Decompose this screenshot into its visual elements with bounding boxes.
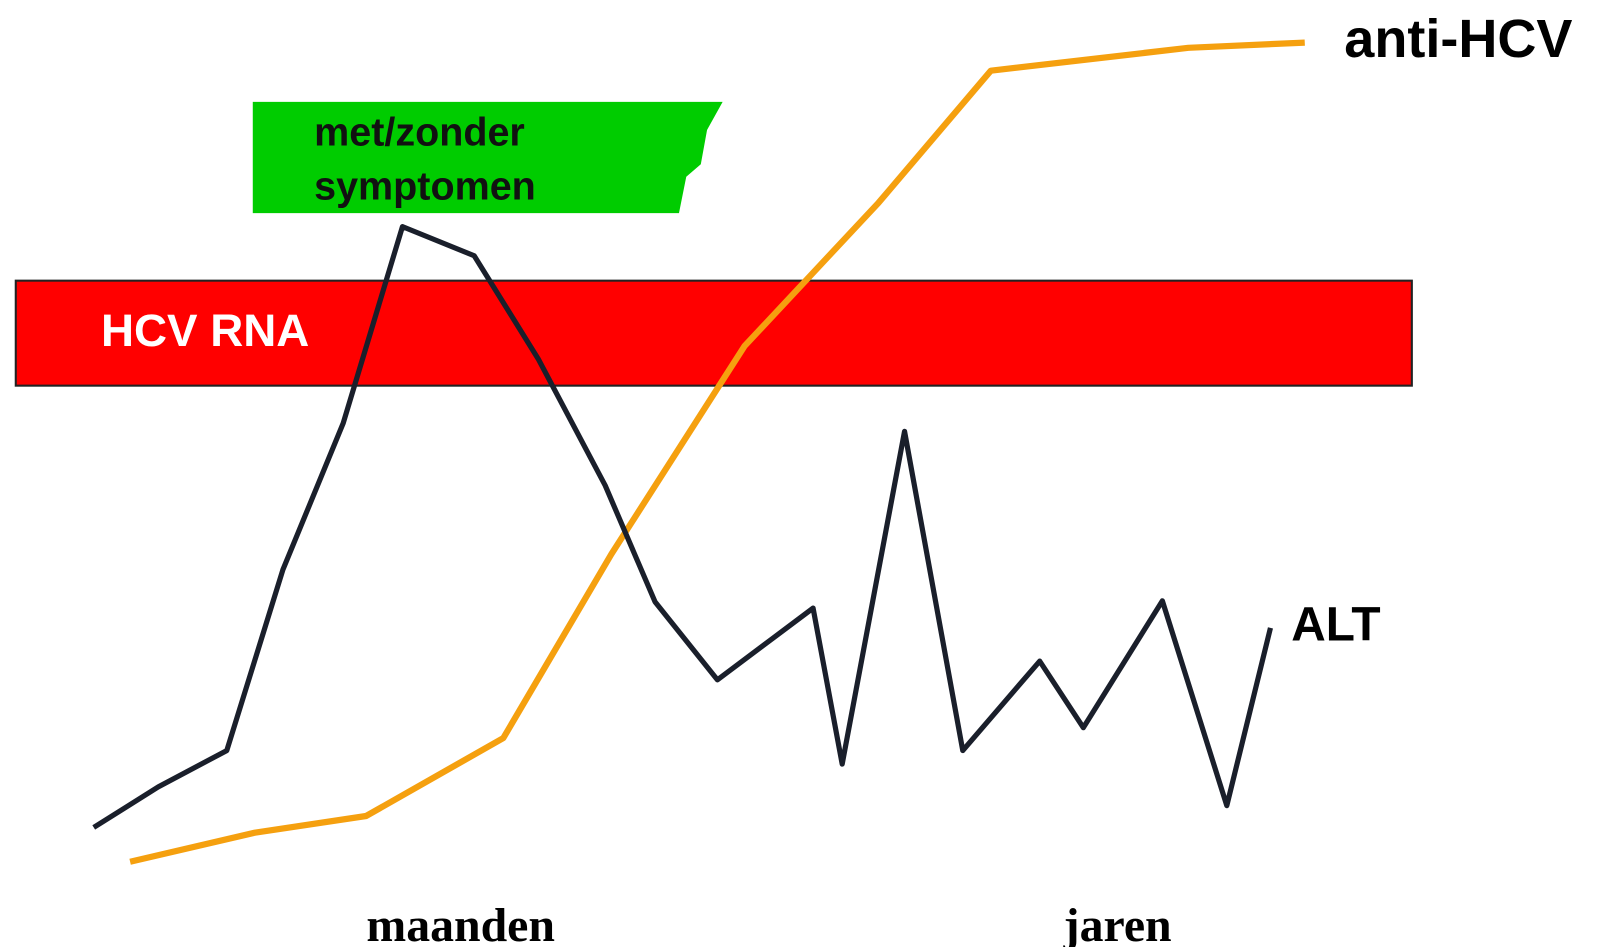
symptoms-label: met/zonder (314, 111, 525, 155)
symptoms-box (252, 101, 723, 214)
alt-label: ALT (1291, 598, 1380, 651)
hcv-rna-bar (14, 279, 1413, 387)
time-label: maanden (366, 899, 555, 947)
symptoms-label: symptomen (314, 165, 536, 209)
time-label: jaren (1063, 899, 1172, 947)
hcv-rna-label: HCV RNA (101, 305, 309, 356)
anti-hcv-line (129, 39, 1305, 865)
anti-hcv-label: anti-HCV (1344, 9, 1572, 69)
alt-line (92, 224, 1273, 830)
